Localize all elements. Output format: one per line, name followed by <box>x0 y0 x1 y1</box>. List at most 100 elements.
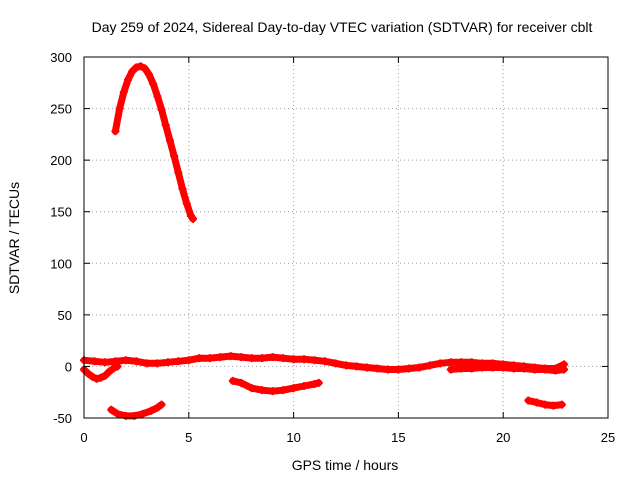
series-1 <box>111 62 197 223</box>
series-trace <box>229 377 323 395</box>
x-tick-label: 25 <box>601 430 615 445</box>
data-point <box>549 401 558 410</box>
data-point <box>321 357 330 366</box>
data-point <box>314 378 323 387</box>
data-point <box>100 358 109 367</box>
data-point <box>509 364 518 373</box>
data-point <box>436 359 445 368</box>
x-axis-label: GPS time / hours <box>292 457 399 473</box>
data-point <box>247 384 256 393</box>
data-point <box>153 403 162 412</box>
data-point <box>174 357 183 366</box>
data-point <box>195 354 204 363</box>
data-point <box>289 355 298 364</box>
data-point <box>132 63 141 72</box>
y-tick-label: 250 <box>50 102 72 117</box>
data-point <box>342 361 350 370</box>
data-point <box>530 365 539 374</box>
series-6 <box>446 363 568 375</box>
data-point <box>144 70 153 79</box>
data-point <box>157 400 166 409</box>
data-point <box>499 363 508 372</box>
data-point <box>124 75 133 84</box>
data-point <box>130 411 139 420</box>
data-point <box>111 357 120 366</box>
data-point <box>174 168 183 177</box>
data-point <box>138 409 147 418</box>
series-trace <box>111 62 197 223</box>
data-point <box>373 364 382 373</box>
data-point <box>149 79 158 88</box>
data-point <box>488 363 497 372</box>
data-point <box>121 356 130 365</box>
data-point <box>524 396 533 405</box>
data-point <box>205 354 214 363</box>
data-point <box>132 357 141 366</box>
chart-title: Day 259 of 2024, Sidereal Day-to-day VTE… <box>92 19 593 35</box>
data-point <box>84 369 93 378</box>
data-point <box>100 371 109 380</box>
data-point <box>383 365 392 374</box>
data-point <box>541 365 550 374</box>
series-7 <box>524 396 566 410</box>
data-point <box>300 355 309 364</box>
data-point <box>105 367 114 376</box>
data-point <box>457 364 466 373</box>
data-point <box>113 409 122 418</box>
y-tick-label: 200 <box>50 153 72 168</box>
x-tick-label: 5 <box>185 430 192 445</box>
data-point <box>157 105 166 114</box>
data-point <box>404 364 413 373</box>
data-point <box>532 398 541 407</box>
data-point <box>237 378 246 387</box>
data-point <box>163 358 172 367</box>
data-point <box>467 364 476 373</box>
data-point <box>96 373 105 382</box>
data-point <box>520 364 529 373</box>
data-point <box>394 365 403 374</box>
y-tick-label: 100 <box>50 256 72 271</box>
data-point <box>153 92 162 101</box>
data-point <box>182 199 191 208</box>
y-tick-label: 300 <box>50 50 72 65</box>
data-point <box>258 354 267 363</box>
data-point <box>188 214 197 223</box>
series-5 <box>228 376 323 396</box>
series-4 <box>107 400 166 420</box>
data-point <box>268 353 277 362</box>
data-point <box>115 104 124 113</box>
data-point <box>279 354 288 363</box>
y-tick-label: 50 <box>58 308 72 323</box>
data-point <box>237 353 246 362</box>
data-point <box>128 67 137 76</box>
data-point <box>136 62 145 71</box>
data-point <box>362 363 371 372</box>
x-tick-label: 20 <box>496 430 510 445</box>
data-point <box>216 353 225 362</box>
data-point <box>478 363 487 372</box>
data-point <box>107 405 116 414</box>
plot-frame <box>83 56 609 419</box>
data-point <box>415 363 424 372</box>
data-point <box>310 356 319 365</box>
data-point <box>352 362 361 371</box>
data-point <box>111 127 120 136</box>
series-2 <box>80 362 122 383</box>
data-point <box>557 400 566 409</box>
data-point <box>425 361 434 370</box>
data-point <box>258 386 267 395</box>
data-point <box>109 364 118 373</box>
y-tick-label: -50 <box>53 411 72 426</box>
axis-ticks: 0 5 10 15 20 25 -50 0 50 100 150 200 250 300 <box>50 50 615 445</box>
data-point <box>119 88 128 97</box>
x-tick-label: 15 <box>391 430 405 445</box>
data-point <box>541 400 550 409</box>
data-point <box>142 359 151 368</box>
data-point <box>300 382 309 391</box>
data-traces <box>80 62 568 420</box>
y-tick-label: 150 <box>50 205 72 220</box>
data-point <box>147 406 156 415</box>
data-point <box>279 386 288 395</box>
data-point <box>92 374 101 383</box>
